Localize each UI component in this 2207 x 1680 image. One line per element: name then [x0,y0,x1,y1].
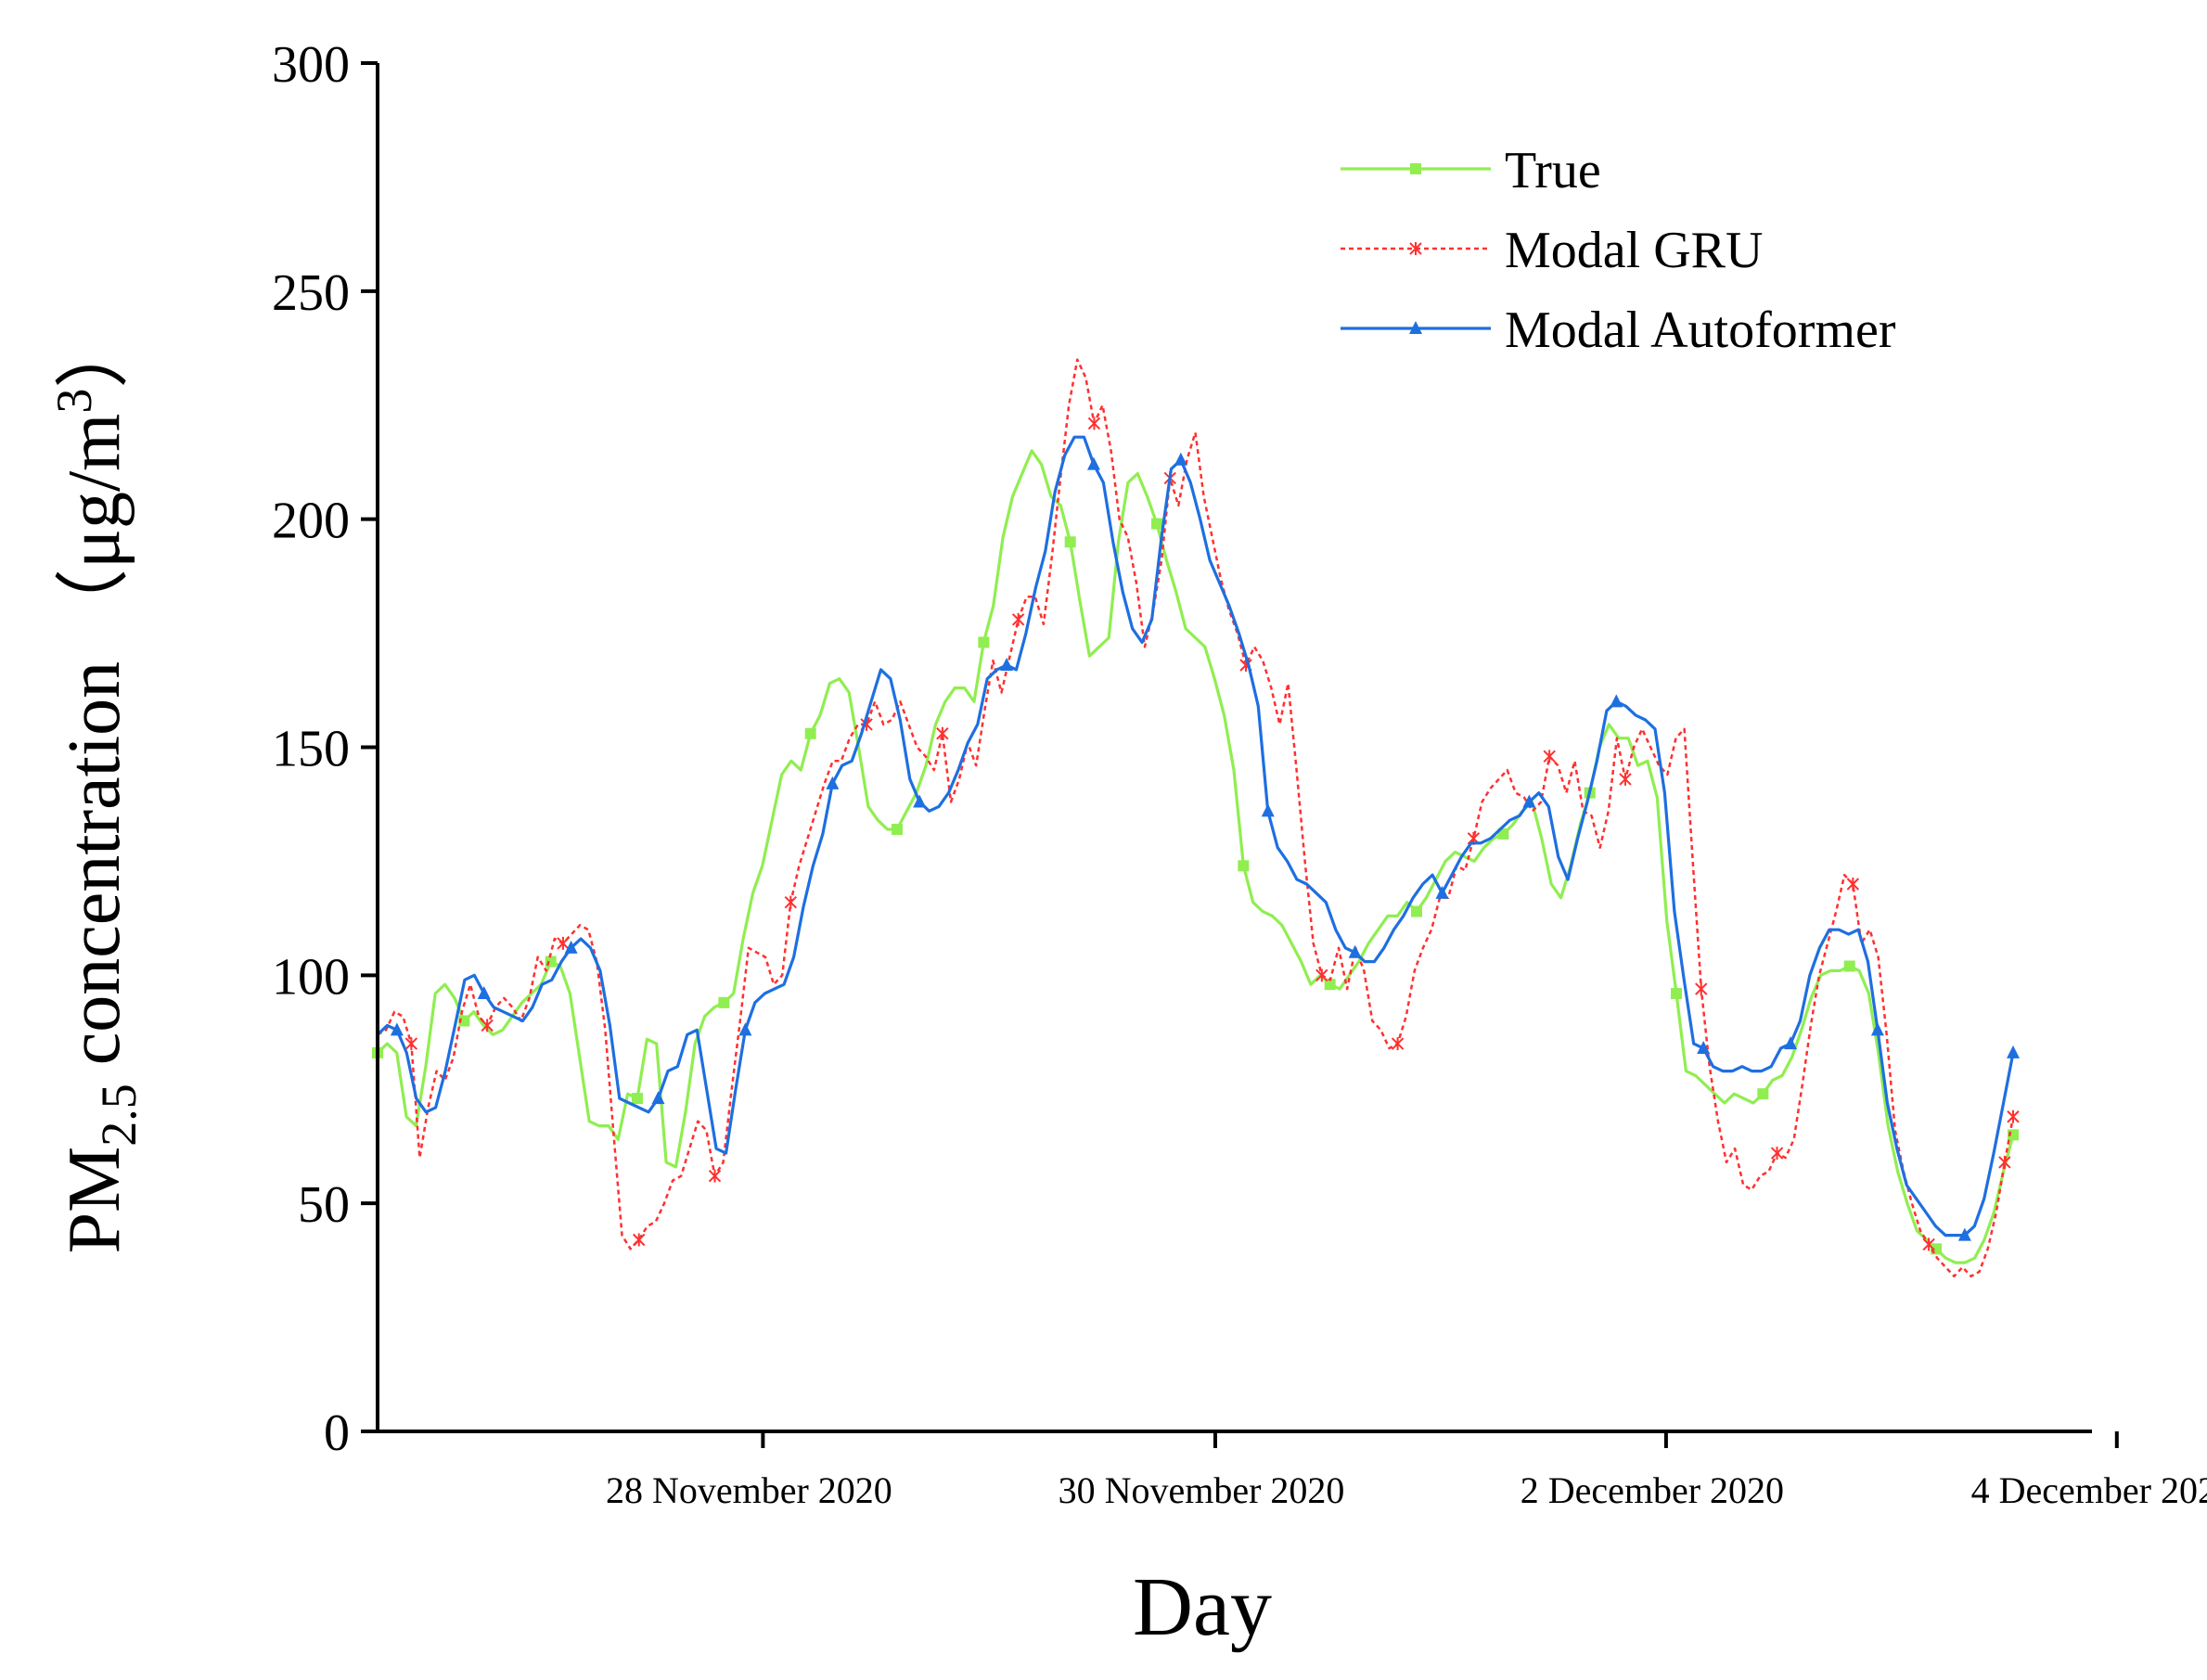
y-ticks: 0 50 100 150 200 250 300 [272,36,378,1462]
gru-point [481,1019,494,1032]
true-point [978,636,990,648]
true-point [1324,979,1336,991]
autoformer-point [826,776,840,789]
autoformer-point [1174,452,1187,466]
gru-point [1846,878,1860,891]
gru-point [1391,1037,1405,1051]
legend-entry-autoformer-label: Modal Autoformer [1505,301,1896,359]
true-point [1843,960,1855,972]
gru-point [936,726,949,740]
true-point [1411,905,1423,917]
autoformer-point [1784,1036,1798,1050]
gru-point [1543,750,1556,763]
true-point [718,996,730,1008]
gru-point [2007,1109,2020,1123]
true-point [804,727,816,739]
true-point [1671,988,1683,999]
legend-entry-gru-label: Modal GRU [1505,222,1763,279]
autoformer-point [1957,1227,1971,1241]
gru-point [784,895,798,909]
gru-point [1315,968,1328,982]
autoformer-point [1086,456,1100,470]
gru-point [557,936,570,950]
autoformer-point [651,1091,665,1105]
y-axis-title: PM2.5 concentration （μg/m3） [46,314,147,1254]
axes [376,63,2092,1433]
y-tick-label: 150 [272,721,350,778]
true-series-group [372,449,2019,1264]
true-point [892,824,904,835]
gru-point [1770,1147,1784,1161]
plot-area [372,358,2020,1278]
x-tick-label: 4 December 2020 [1971,1469,2207,1511]
autoformer-point [390,1022,404,1036]
y-tick-label: 50 [298,1176,350,1234]
autoformer-point [1870,1022,1884,1036]
true-point [1064,536,1076,548]
autoformer-point [913,794,927,808]
gru-point [1695,982,1708,996]
x-tick-label: 30 November 2020 [1059,1469,1345,1511]
autoformer-point [1261,803,1275,817]
y-tick-label: 200 [272,493,350,550]
gru-point [1922,1238,1935,1251]
true-point [1151,518,1163,530]
true-point [1238,860,1250,872]
gru-point [633,1233,646,1247]
gru-series-group [377,358,2020,1278]
y-tick-label: 250 [272,264,350,322]
gru-point [1998,1155,2011,1169]
legend-entry-true-label: True [1505,142,1601,199]
true-series-line [376,449,2015,1264]
x-tick-label: 2 December 2020 [1521,1469,1784,1511]
autoformer-point [477,986,491,999]
x-tick-label: 28 November 2020 [606,1469,892,1511]
y-axis-title-superscript: 3 [46,389,102,414]
gru-point [1087,417,1101,430]
autoformer-point [1000,658,1014,671]
x-axis-title: Day [1133,1561,1272,1653]
autoformer-point [2007,1045,2020,1058]
autoformer-point [1610,694,1623,708]
y-axis-title-subscript: 2.5 [91,1084,147,1147]
autoformer-point [1697,1041,1711,1054]
autoformer-point [1435,885,1449,899]
true-point [1410,163,1421,174]
autoformer-point [1522,794,1536,808]
y-axis-title-middle: concentration （μg/m [54,414,135,1084]
y-axis-title-suffix: ） [54,314,135,389]
autoformer-series-line [376,435,2015,1238]
gru-point [404,1037,418,1051]
true-point [632,1093,644,1105]
gru-point [1619,772,1632,786]
autoformer-point [564,940,578,954]
gru-point [1011,612,1025,626]
true-point [458,1015,470,1027]
legend: True Modal GRU Modal Autoformer [1341,142,1896,359]
y-tick-label: 100 [272,948,350,1006]
autoformer-point [1348,944,1362,958]
y-tick-label: 300 [272,36,350,94]
gru-point [1409,242,1422,255]
gru-point [708,1169,722,1183]
y-axis-title-prefix: PM [54,1147,135,1254]
autoformer-point [738,1022,752,1036]
autoformer-series-group [376,435,2020,1241]
x-ticks: 28 November 2020 30 November 2020 2 Decemb… [606,1431,2207,1511]
y-tick-label: 0 [324,1404,350,1462]
gru-series-line [377,358,2015,1278]
true-point [1757,1088,1769,1100]
autoformer-point [1409,321,1422,334]
